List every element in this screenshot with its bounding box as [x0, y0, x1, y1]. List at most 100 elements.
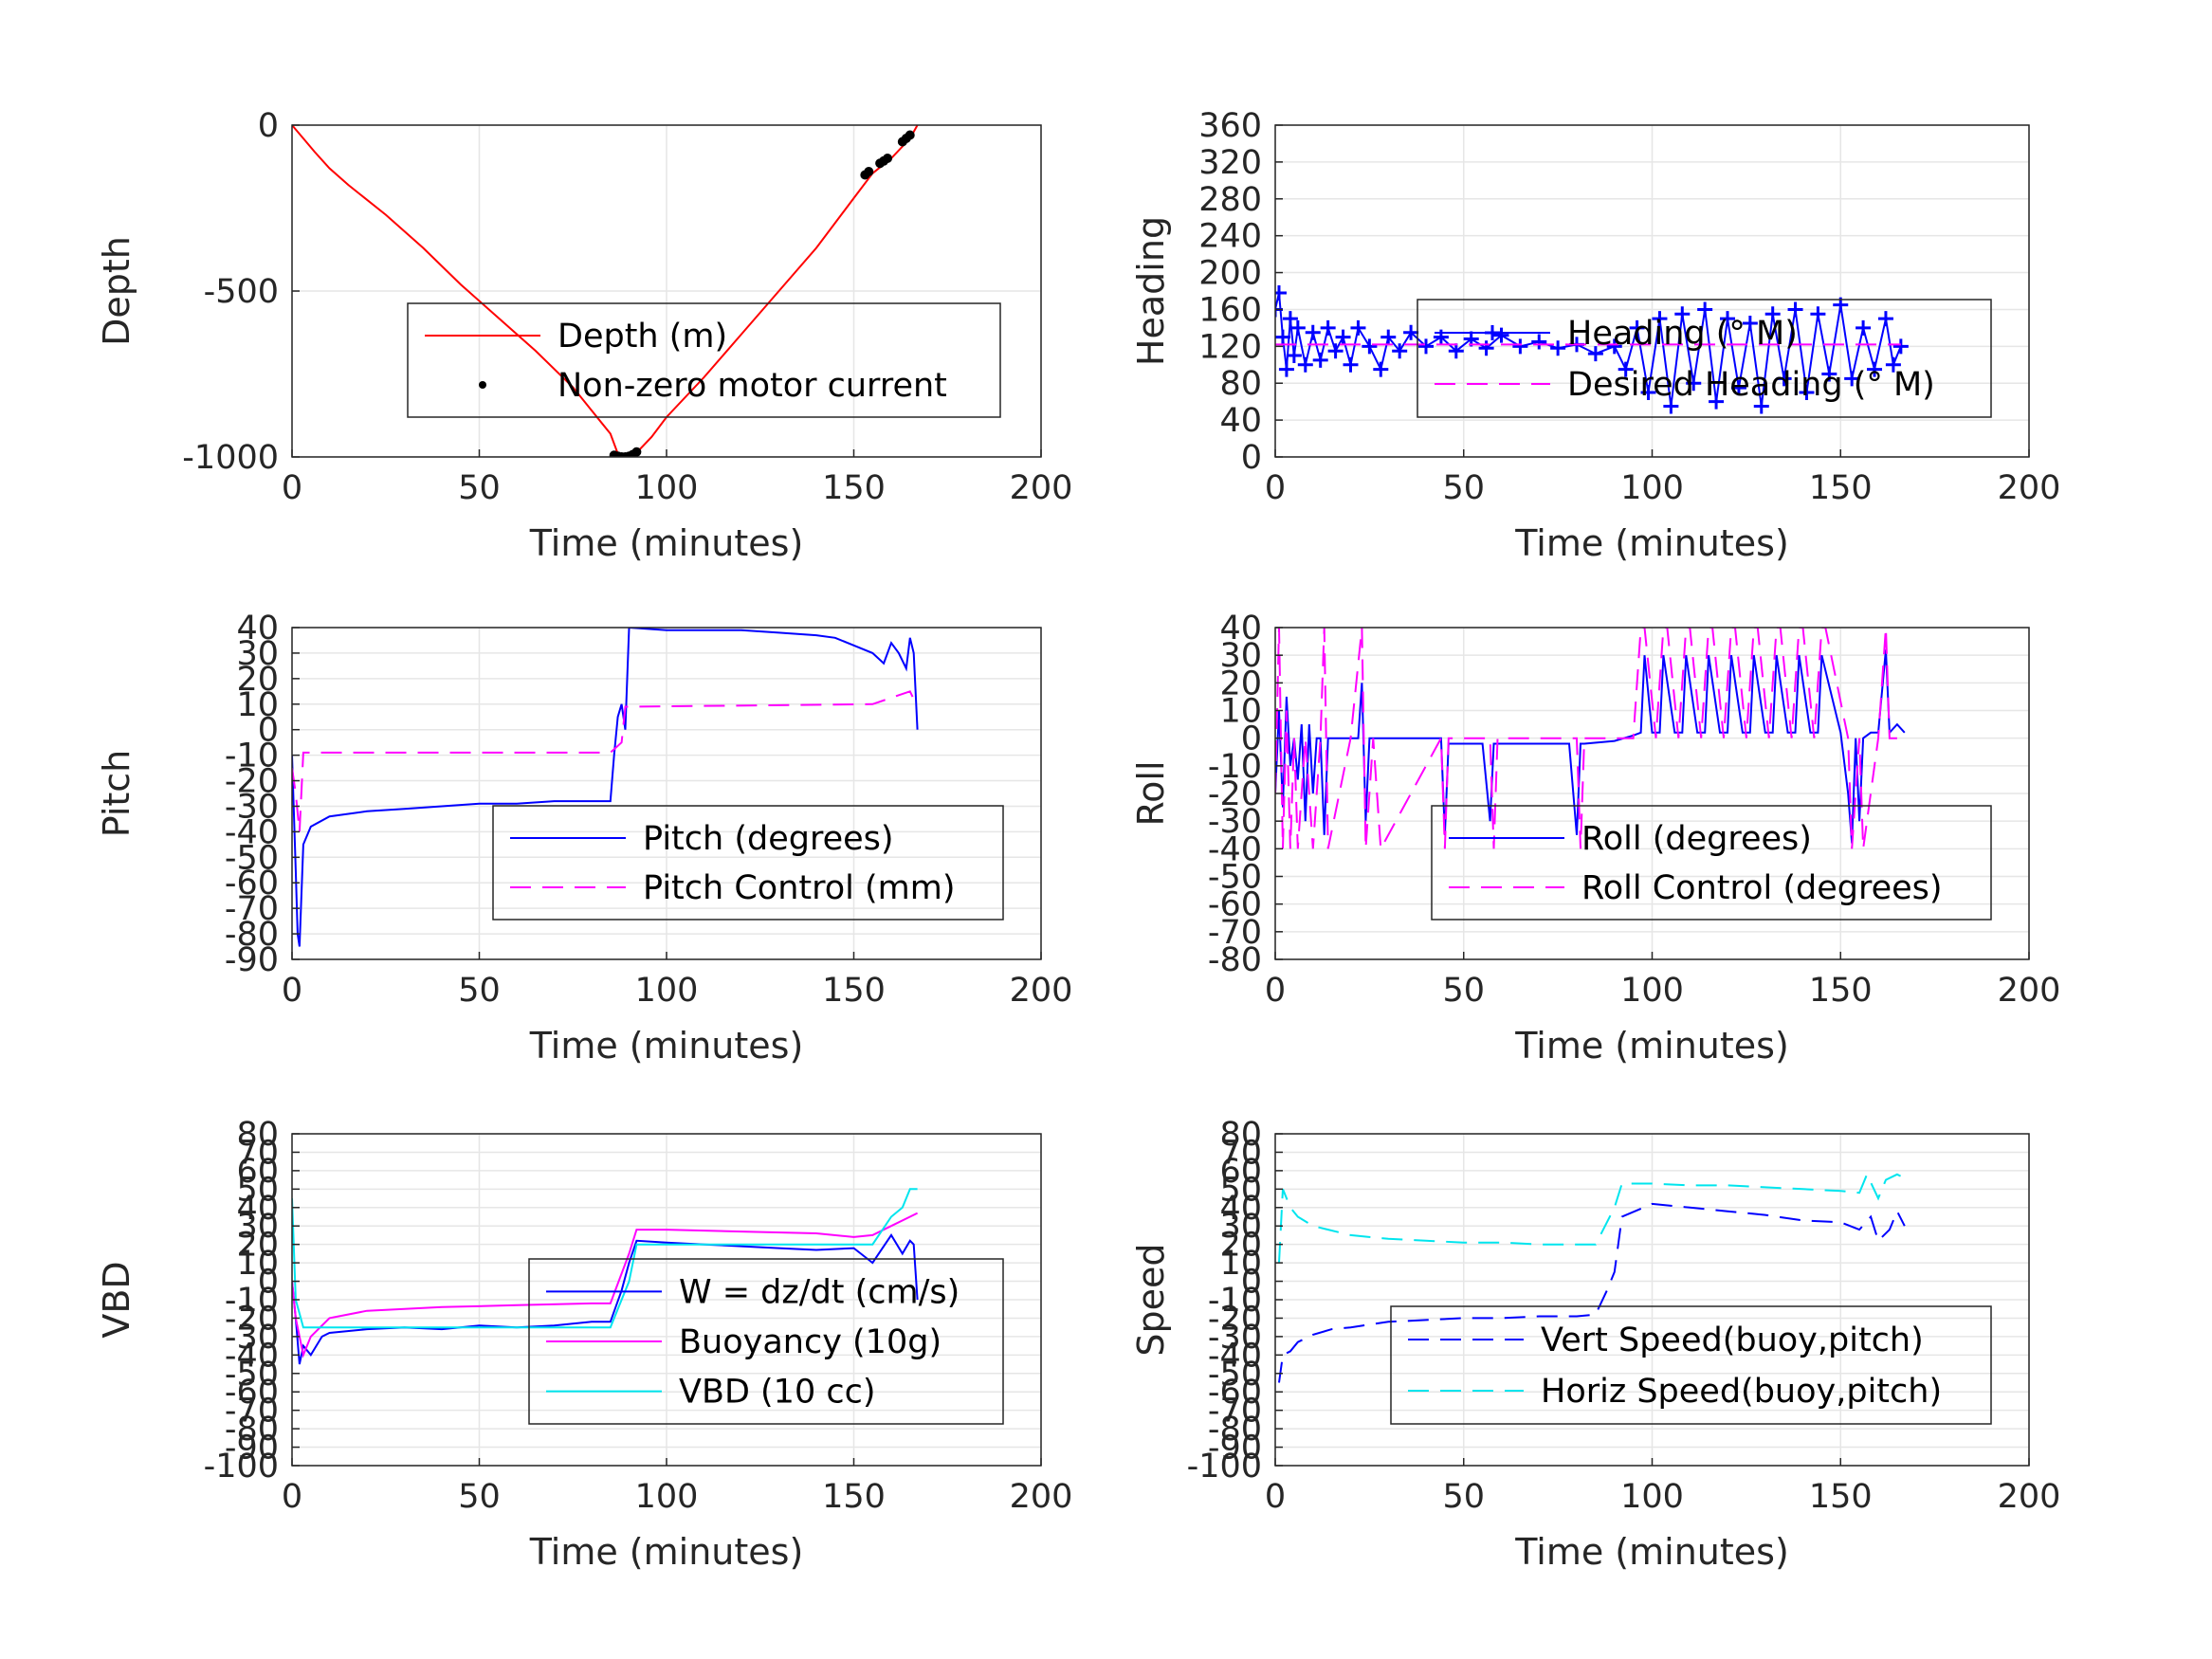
y-tick-label: 50: [1219, 1171, 1262, 1209]
y-tick-label: 60: [236, 1153, 279, 1191]
data-point: [1629, 319, 1645, 336]
x-tick-label: 200: [1998, 972, 2061, 1010]
y-tick-label: 30: [236, 1208, 279, 1246]
series-line-2: [1278, 1172, 1906, 1264]
y-tick-label: -70: [1208, 914, 1262, 952]
y-tick-label: 40: [1219, 610, 1262, 647]
data-point: [1350, 319, 1366, 336]
y-tick-label: 320: [1198, 144, 1262, 182]
y-tick-label: 40: [236, 610, 279, 647]
y-axis-label: Depth: [96, 236, 137, 346]
legend: W = dz/dt (cm/s) Buoyancy (10g) VBD (10 cc…: [528, 1258, 1004, 1425]
y-axis-label: Speed: [1130, 1243, 1172, 1356]
legend-label: Depth (m): [558, 318, 727, 356]
data-point: [1335, 329, 1351, 345]
data-point: [1312, 352, 1328, 368]
y-tick-label: 50: [236, 1171, 279, 1209]
y-axis-label: VBD: [96, 1261, 137, 1338]
x-tick-label: 150: [822, 972, 886, 1010]
y-tick-label: 10: [1219, 693, 1262, 731]
series-line-2: [292, 690, 918, 832]
y-tick-label: -20: [225, 1300, 279, 1338]
plot-area: [1278, 1172, 1906, 1383]
data-point: [631, 447, 642, 457]
y-tick-label: 30: [236, 635, 279, 673]
plot-area: [292, 1188, 919, 1365]
data-point: [1720, 311, 1735, 327]
x-axis-label: Time (minutes): [1514, 1025, 1789, 1066]
data-point: [1787, 301, 1803, 318]
legend-label: Pitch (degrees): [643, 820, 894, 858]
y-tick-label: 360: [1198, 107, 1262, 145]
plot-area: [1275, 284, 1909, 414]
data-point: [1764, 306, 1781, 322]
y-tick-label: -100: [1187, 1448, 1262, 1486]
plot-area: [292, 628, 919, 947]
data-point: [1478, 340, 1494, 356]
series-line-1: [1275, 649, 1906, 844]
y-tick-label: 240: [1198, 218, 1262, 256]
x-tick-label: 100: [635, 1478, 699, 1516]
data-point: [1867, 361, 1883, 377]
y-tick-label: -80: [1208, 941, 1262, 979]
y-tick-label: -40: [1208, 1337, 1262, 1375]
legend: Pitch (degrees) Pitch Control (mm): [492, 805, 1004, 921]
legend-marker: [1485, 325, 1500, 340]
y-axis-label: Heading: [1130, 216, 1172, 366]
y-tick-label: 10: [236, 686, 279, 724]
data-point: [1418, 338, 1434, 355]
data-point: [1343, 356, 1359, 373]
y-tick-label: -50: [1208, 859, 1262, 897]
data-point: [1697, 301, 1713, 318]
x-axis-label: Time (minutes): [529, 522, 804, 564]
legend: Depth (m) Non-zero motor current: [407, 302, 1001, 418]
x-tick-label: 50: [458, 469, 501, 507]
y-tick-label: 20: [1219, 665, 1262, 702]
series-line-1: [1278, 1202, 1906, 1383]
legend-box: [1431, 805, 1992, 921]
y-tick-label: -60: [1208, 886, 1262, 924]
series-line-2: [292, 1212, 919, 1358]
data-point: [1856, 319, 1872, 336]
y-tick-label: -90: [225, 1430, 279, 1468]
y-tick-label: 0: [258, 1264, 279, 1302]
y-tick-label: -90: [1208, 1430, 1262, 1468]
data-point: [1392, 343, 1408, 359]
y-tick-label: 70: [236, 1134, 279, 1172]
y-axis-label: Pitch: [96, 750, 137, 838]
x-tick-label: 50: [1442, 972, 1485, 1010]
data-point: [1305, 324, 1321, 340]
y-tick-label: 20: [236, 661, 279, 699]
y-tick-label: -40: [225, 1337, 279, 1375]
x-tick-label: 0: [1265, 972, 1286, 1010]
y-tick-label: -60: [225, 865, 279, 902]
y-tick-label: -30: [225, 788, 279, 826]
y-tick-label: -100: [204, 1448, 279, 1486]
y-tick-label: 0: [1241, 720, 1262, 758]
y-tick-label: -10: [225, 1282, 279, 1320]
data-point: [1327, 343, 1344, 359]
series-line-1: [292, 1233, 919, 1365]
y-tick-label: -80: [225, 1411, 279, 1449]
x-tick-label: 200: [1010, 469, 1073, 507]
legend: Vert Speed(buoy,pitch) Horiz Speed(buoy,p…: [1390, 1305, 1992, 1425]
legend-label: Pitch Control (mm): [643, 869, 955, 907]
y-tick-label: 20: [1219, 1227, 1262, 1265]
x-tick-label: 200: [1998, 469, 2061, 507]
data-point: [1877, 311, 1893, 327]
data-point: [1362, 338, 1378, 355]
x-axis-label: Time (minutes): [529, 1531, 804, 1573]
data-point: [1275, 329, 1290, 345]
y-tick-label: 0: [1241, 1264, 1262, 1302]
data-point: [1686, 375, 1702, 392]
data-point: [1282, 311, 1298, 327]
data-point: [1512, 338, 1528, 355]
data-point: [1652, 311, 1668, 327]
y-tick-label: 60: [1219, 1153, 1262, 1191]
legend-label: W = dz/dt (cm/s): [679, 1273, 960, 1311]
data-point: [1663, 398, 1679, 414]
x-axis-label: Time (minutes): [1514, 522, 1789, 564]
legend-label: Heading (° M): [1567, 315, 1798, 353]
legend-label: Roll (degrees): [1581, 820, 1812, 858]
data-point: [1674, 306, 1691, 322]
